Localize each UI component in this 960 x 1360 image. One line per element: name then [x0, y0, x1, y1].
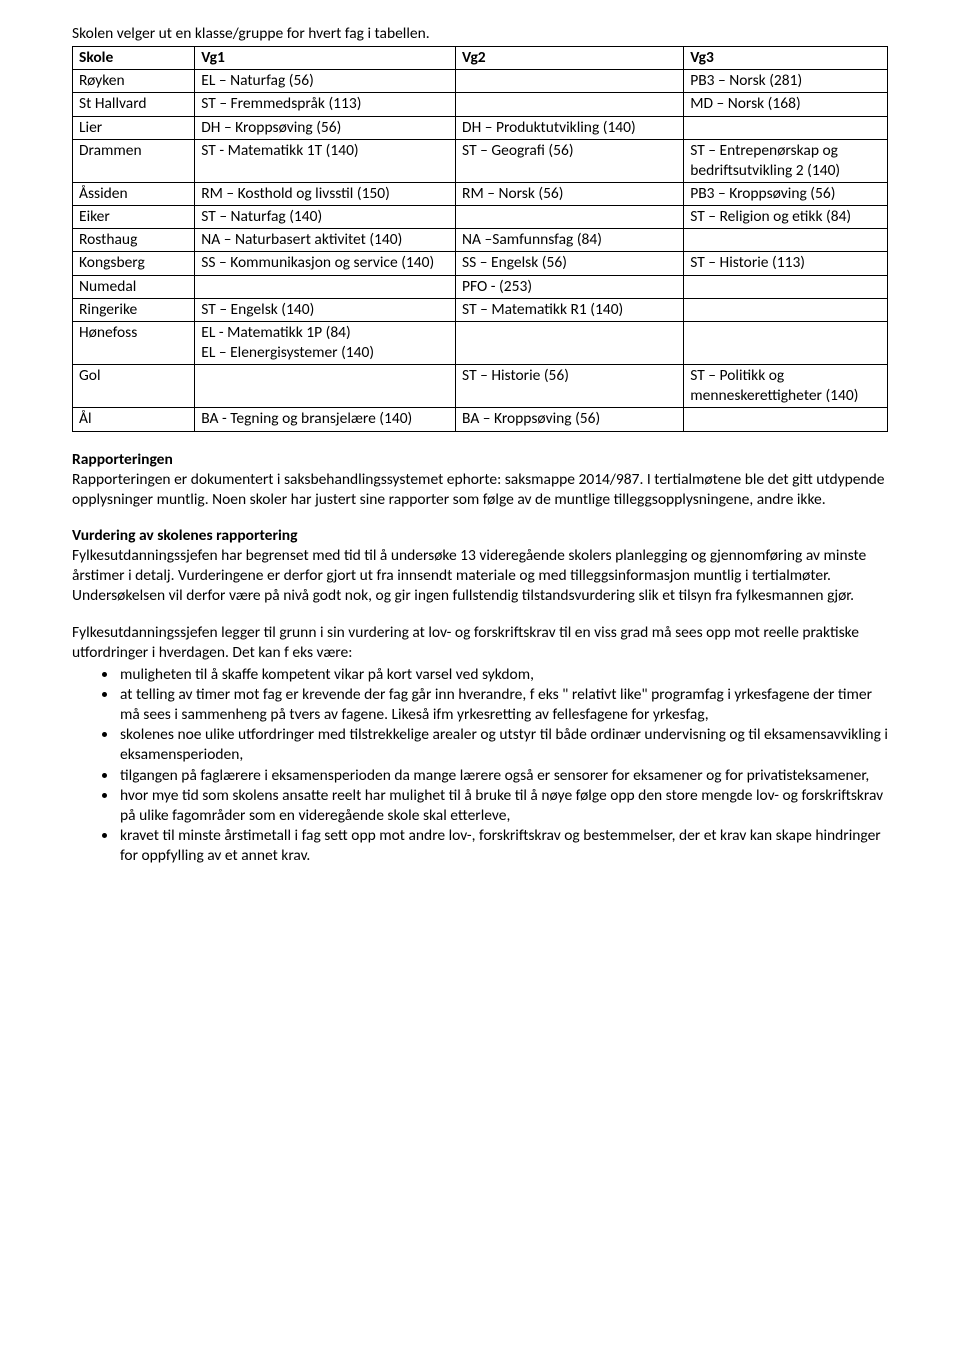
table-row: RingerikeST – Engelsk (140)ST – Matemati… [73, 298, 888, 321]
table-cell: PFO - (253) [456, 275, 684, 298]
table-cell [684, 116, 888, 139]
table-cell: Rosthaug [73, 229, 195, 252]
table-cell: ST – Fremmedspråk (113) [195, 93, 456, 116]
section-rapportering-body: Rapporteringen er dokumentert i saksbeha… [72, 470, 888, 510]
table-cell: ST – Geografi (56) [456, 139, 684, 182]
table-cell: EL – Naturfag (56) [195, 70, 456, 93]
bullets-lead: Fylkesutdanningssjefen legger til grunn … [72, 623, 888, 663]
table-row: RøykenEL – Naturfag (56) PB3 – Norsk (281… [73, 70, 888, 93]
list-item: muligheten til å skaffe kompetent vikar … [118, 665, 888, 685]
table-cell [195, 275, 456, 298]
table-cell: ST – Historie (56) [456, 365, 684, 408]
table-cell: ST – Politikk og menneskerettigheter (14… [684, 365, 888, 408]
table-cell: NA – Naturbasert aktivitet (140) [195, 229, 456, 252]
table-row: Gol ST – Historie (56)ST – Politikk og me… [73, 365, 888, 408]
table-cell: Kongsberg [73, 252, 195, 275]
table-cell: Hønefoss [73, 321, 195, 364]
section-vurdering-title: Vurdering av skolenes rapportering [72, 526, 888, 546]
table-cell: ST – Matematikk R1 (140) [456, 298, 684, 321]
table-cell: Røyken [73, 70, 195, 93]
table-cell: ST – Religion og etikk (84) [684, 206, 888, 229]
table-cell [456, 206, 684, 229]
list-item: at telling av timer mot fag er krevende … [118, 685, 888, 725]
table-cell: RM – Norsk (56) [456, 182, 684, 205]
list-item: hvor mye tid som skolens ansatte reelt h… [118, 786, 888, 826]
table-cell [195, 365, 456, 408]
table-cell: ST – Entrepenørskap og bedriftsutvikling… [684, 139, 888, 182]
table-row: DrammenST - Matematikk 1T (140)ST – Geog… [73, 139, 888, 182]
table-cell: DH – Kroppsøving (56) [195, 116, 456, 139]
table-cell: ST – Naturfag (140) [195, 206, 456, 229]
table-cell: Drammen [73, 139, 195, 182]
intro-line: Skolen velger ut en klasse/gruppe for hv… [72, 24, 888, 44]
table-row: LierDH – Kroppsøving (56)DH – Produktutv… [73, 116, 888, 139]
table-row: RosthaugNA – Naturbasert aktivitet (140)… [73, 229, 888, 252]
table-row: KongsbergSS – Kommunikasjon og service (… [73, 252, 888, 275]
table-cell: SS – Engelsk (56) [456, 252, 684, 275]
table-row: ÅssidenRM – Kosthold og livsstil (150)RM… [73, 182, 888, 205]
list-item: kravet til minste årstimetall i fag sett… [118, 826, 888, 866]
table-cell [684, 321, 888, 364]
table-cell: BA - Tegning og bransjelære (140) [195, 408, 456, 431]
col-vg1: Vg1 [195, 47, 456, 70]
table-row: HønefossEL - Matematikk 1P (84)EL – Elen… [73, 321, 888, 364]
table-cell: RM – Kosthold og livsstil (150) [195, 182, 456, 205]
table-cell [456, 93, 684, 116]
subjects-table: Skole Vg1 Vg2 Vg3 RøykenEL – Naturfag (5… [72, 46, 888, 431]
table-cell: DH – Produktutvikling (140) [456, 116, 684, 139]
table-cell: Numedal [73, 275, 195, 298]
table-cell: Eiker [73, 206, 195, 229]
list-item: tilgangen på faglærere i eksamensperiode… [118, 766, 888, 786]
table-cell: Ål [73, 408, 195, 431]
table-cell: EL - Matematikk 1P (84)EL – Elenergisyst… [195, 321, 456, 364]
table-row: Numedal PFO - (253) [73, 275, 888, 298]
table-cell: SS – Kommunikasjon og service (140) [195, 252, 456, 275]
table-cell: ST - Matematikk 1T (140) [195, 139, 456, 182]
table-cell: Lier [73, 116, 195, 139]
table-cell: St Hallvard [73, 93, 195, 116]
document-page: Skolen velger ut en klasse/gruppe for hv… [0, 0, 960, 1360]
table-cell: ST – Engelsk (140) [195, 298, 456, 321]
table-cell: NA –Samfunnsfag (84) [456, 229, 684, 252]
table-cell: MD – Norsk (168) [684, 93, 888, 116]
table-body: RøykenEL – Naturfag (56) PB3 – Norsk (281… [73, 70, 888, 431]
table-cell [684, 298, 888, 321]
table-cell: ST – Historie (113) [684, 252, 888, 275]
table-cell: Ringerike [73, 298, 195, 321]
bullets-list: muligheten til å skaffe kompetent vikar … [72, 665, 888, 866]
table-cell [684, 275, 888, 298]
table-cell: Gol [73, 365, 195, 408]
col-skole: Skole [73, 47, 195, 70]
table-header-row: Skole Vg1 Vg2 Vg3 [73, 47, 888, 70]
table-cell [456, 70, 684, 93]
table-row: St HallvardST – Fremmedspråk (113) MD – N… [73, 93, 888, 116]
table-cell: PB3 – Norsk (281) [684, 70, 888, 93]
col-vg2: Vg2 [456, 47, 684, 70]
section-rapportering-title: Rapporteringen [72, 450, 888, 470]
table-cell: BA – Kroppsøving (56) [456, 408, 684, 431]
list-item: skolenes noe ulike utfordringer med tils… [118, 725, 888, 765]
table-row: ÅlBA - Tegning og bransjelære (140)BA – … [73, 408, 888, 431]
section-vurdering-body: Fylkesutdanningssjefen har begrenset med… [72, 546, 888, 606]
table-cell [456, 321, 684, 364]
table-cell: Åssiden [73, 182, 195, 205]
table-cell [684, 408, 888, 431]
table-cell [684, 229, 888, 252]
table-cell: PB3 – Kroppsøving (56) [684, 182, 888, 205]
table-row: EikerST – Naturfag (140) ST – Religion og… [73, 206, 888, 229]
col-vg3: Vg3 [684, 47, 888, 70]
